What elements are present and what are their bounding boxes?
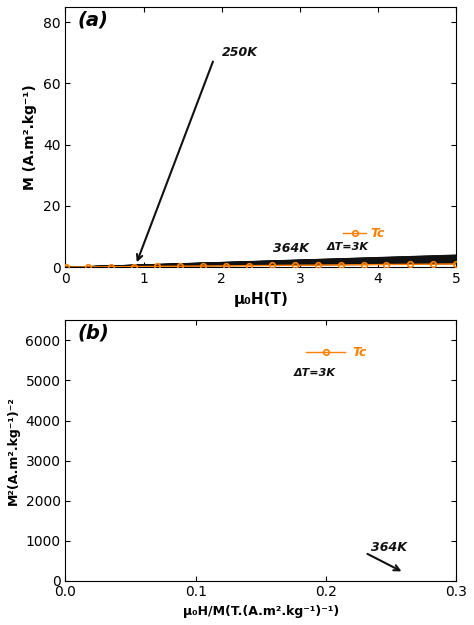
Text: 364K: 364K [372,541,407,554]
Text: (b): (b) [77,324,109,342]
X-axis label: μ₀H(T): μ₀H(T) [233,291,288,306]
Text: Tc: Tc [370,226,384,239]
Text: ΔT=3K: ΔT=3K [293,369,335,379]
Text: Tc: Tc [352,346,366,359]
Text: 250K: 250K [222,46,257,59]
Y-axis label: M (A.m².kg⁻¹): M (A.m².kg⁻¹) [23,84,37,190]
X-axis label: μ₀H/M(T.(A.m².kg⁻¹)⁻¹): μ₀H/M(T.(A.m².kg⁻¹)⁻¹) [182,605,339,618]
Text: ΔT=3K: ΔT=3K [327,242,369,252]
Text: 364K: 364K [273,242,309,255]
Y-axis label: M²(A.m².kg⁻¹)⁻²: M²(A.m².kg⁻¹)⁻² [7,396,20,505]
Text: (a): (a) [77,10,108,29]
